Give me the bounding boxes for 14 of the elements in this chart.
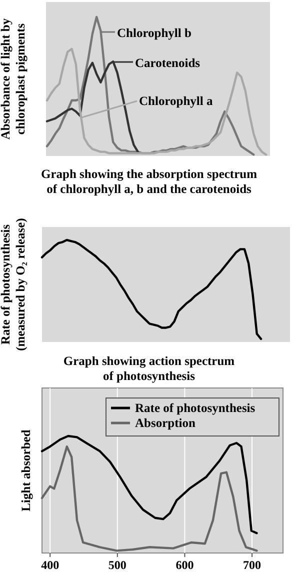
legend-label: Absorption bbox=[135, 416, 196, 430]
x-tick-label: 600 bbox=[176, 558, 194, 572]
x-tick-label: 500 bbox=[108, 558, 126, 572]
text: Graph showing action spectrum of photosynthesis bbox=[63, 354, 236, 383]
text: Graph showing the absorption spectrum of chlorophyll a, b and the carotenoids bbox=[41, 167, 258, 196]
x-tick-label: 400 bbox=[41, 558, 60, 572]
legend-label: Carotenoids bbox=[135, 56, 200, 70]
y-axis-title: Light absorbed bbox=[19, 430, 33, 512]
legend-label: Chlorophyll b bbox=[117, 26, 192, 40]
y-axis-title: Rate of photosynthesis (measured by O₂ release) bbox=[0, 218, 28, 351]
legend-label: Rate of photosynthesis bbox=[135, 401, 256, 415]
legend-label: Chlorophyll a bbox=[139, 94, 214, 108]
x-tick-label: 700 bbox=[243, 558, 262, 572]
y-axis-title: Absorbance of light by chloroplast pigments bbox=[0, 18, 28, 140]
